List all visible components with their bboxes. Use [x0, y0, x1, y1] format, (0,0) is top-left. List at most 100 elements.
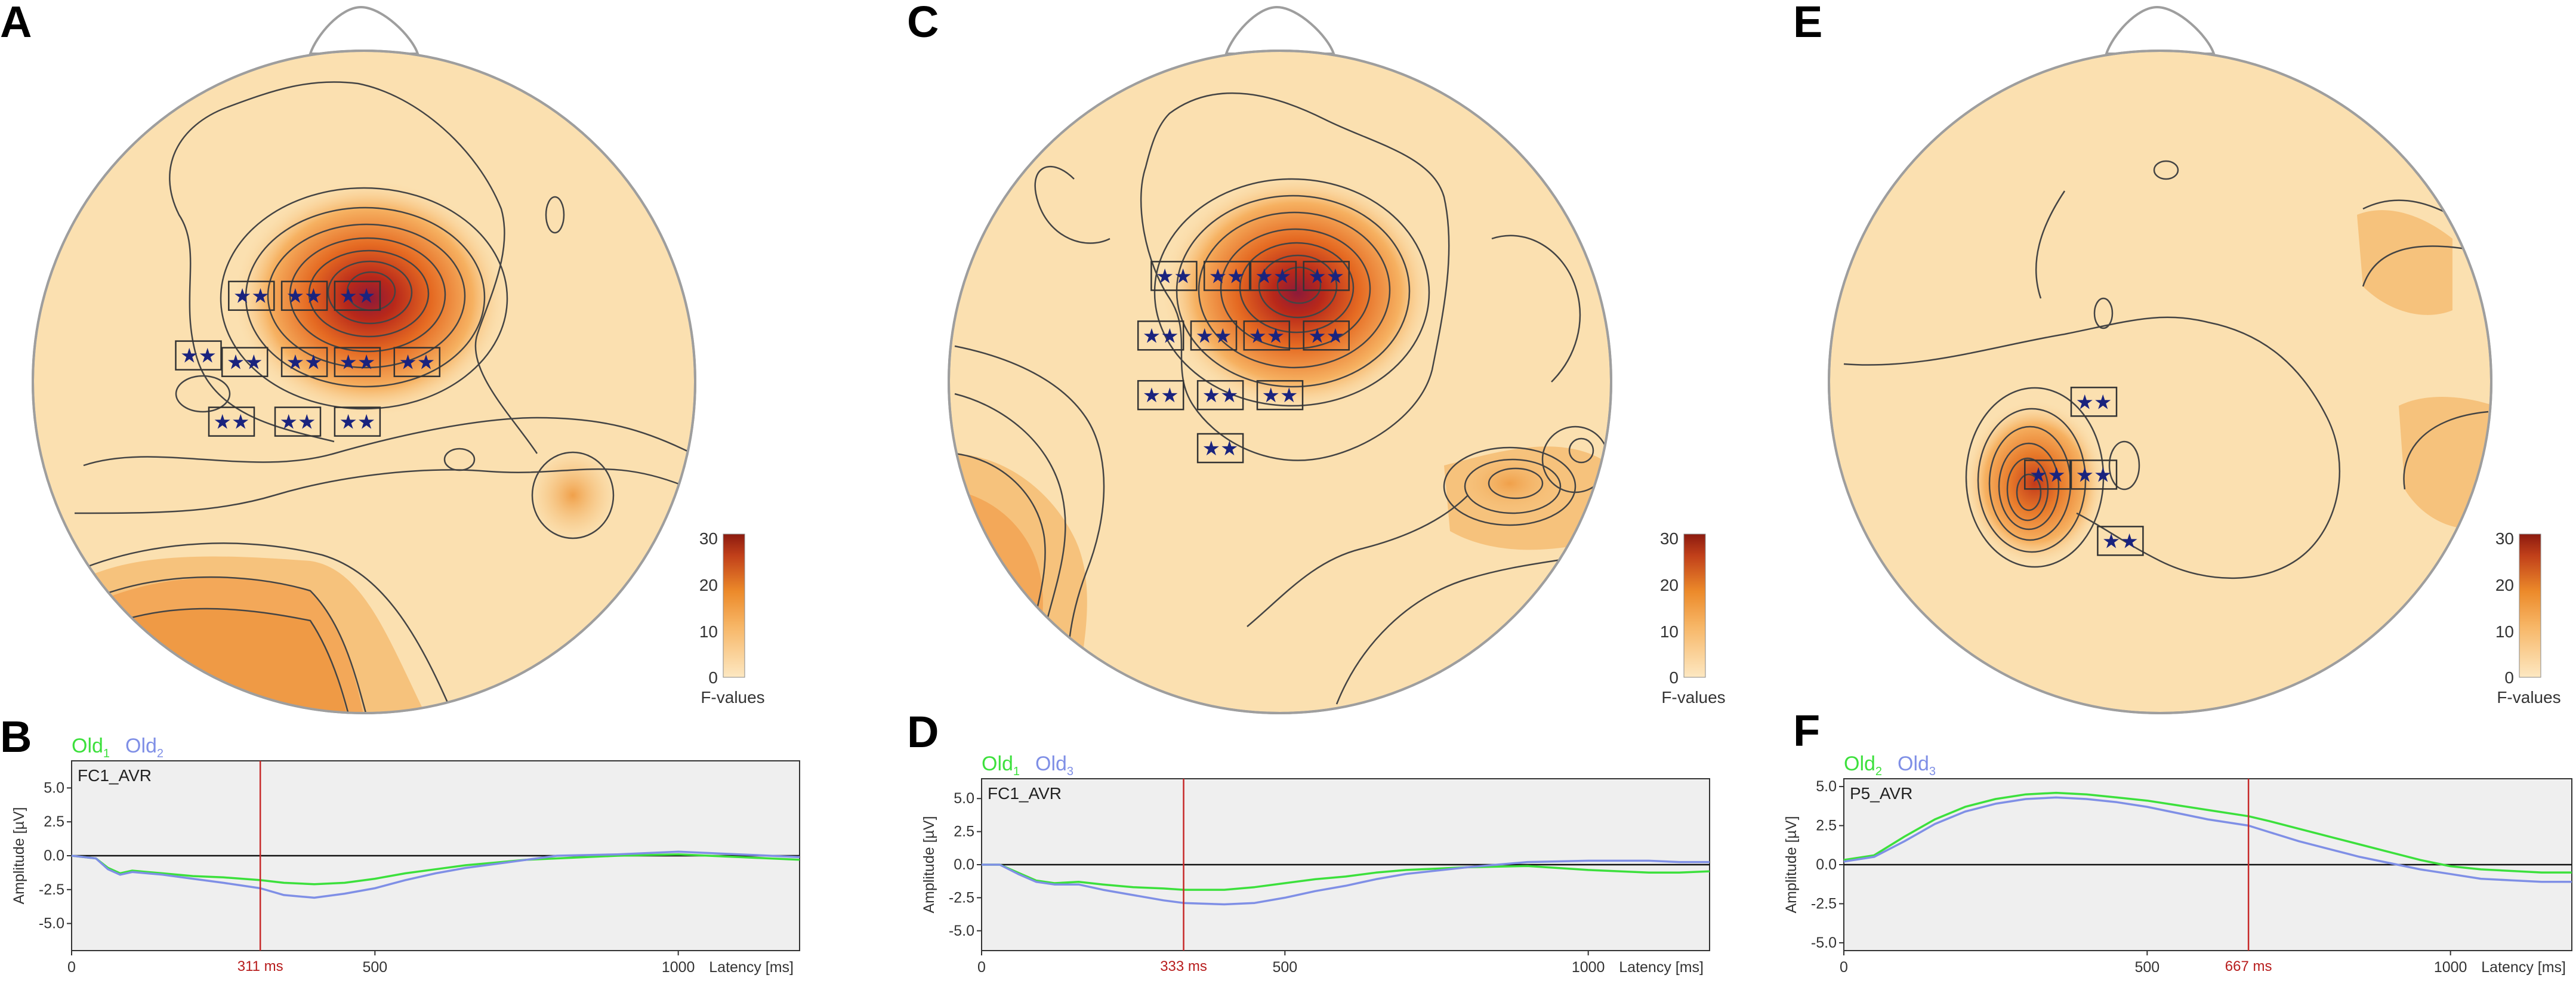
colorbar-scale	[1683, 533, 1706, 678]
y-tick-label: 5.0	[954, 790, 974, 807]
channel-label: P5_AVR	[1850, 784, 1912, 803]
electrode-box	[274, 406, 322, 437]
series-line-old2	[1843, 791, 2572, 874]
y-tick-label: -5.0	[39, 915, 64, 932]
significance-stars: ★★	[2029, 463, 2066, 487]
y-axis-label: Amplitude [µV]	[921, 816, 937, 913]
electrode-box	[393, 347, 441, 377]
significance-stars: ★★	[280, 411, 316, 434]
latency-marker-label: 311 ms	[237, 958, 283, 974]
y-tick-label: -5.0	[1811, 934, 1837, 951]
significance-stars: ★★	[214, 411, 250, 434]
significance-stars: ★★	[1308, 324, 1344, 348]
legend-entry: Old1	[72, 735, 110, 760]
erp-plot-b: 5.0 2.5 0.0 -2.5 -5.0 0 500 1000 Latency [ms] Amp…	[11, 735, 800, 976]
scalp-outline	[948, 50, 1612, 714]
y-tick-label: 2.5	[954, 823, 974, 840]
electrode-box	[2070, 459, 2118, 490]
electrode-box	[175, 340, 222, 371]
significance-stars: ★★	[1196, 324, 1232, 348]
y-axis-label: Amplitude [µV]	[11, 807, 27, 904]
scalp-outline	[1828, 50, 2492, 714]
y-tick-label: -2.5	[949, 889, 974, 906]
series-line-old3	[982, 859, 1710, 906]
colorbar-tick: 30	[2495, 529, 2514, 548]
electrode-box	[334, 347, 381, 377]
hotspot	[1963, 400, 2106, 567]
colorbar-title: F-values	[701, 688, 764, 707]
y-tick-label: 0.0	[44, 847, 64, 864]
colorbar-tick: 20	[2495, 576, 2514, 594]
electrode-box	[1137, 320, 1184, 351]
electrode-box	[1203, 261, 1251, 291]
scalp-disk	[1828, 50, 2492, 714]
electrode-box	[1303, 320, 1350, 351]
contour-lines	[1843, 160, 2489, 579]
y-tick-label: -5.0	[949, 923, 974, 939]
colorbar-tick: 30	[1660, 529, 1679, 548]
significance-stars: ★★	[1248, 324, 1285, 348]
hotspot	[1456, 451, 1563, 516]
hotspot	[1161, 173, 1435, 412]
significance-stars: ★★	[180, 344, 217, 368]
significance-stars: ★★	[1255, 264, 1291, 288]
electrode-box	[1250, 261, 1297, 291]
contour-region	[90, 609, 352, 713]
y-tick-label: 0.0	[1816, 856, 1837, 873]
significance-stars: ★★	[286, 285, 323, 309]
y-tick-label: 2.5	[1816, 818, 1837, 834]
erp-plot-f: 5.0 2.5 0.0 -2.5 -5.00 500 1000 Latency [ms] Amp…	[1783, 752, 2572, 976]
colorbar-title: F-values	[2497, 688, 2560, 707]
x-tick-label: 0	[67, 959, 76, 976]
significance-stars: ★★	[1143, 324, 1179, 348]
significance-stars: ★★	[339, 411, 375, 434]
electrode-box	[228, 280, 275, 311]
significance-stars: ★★	[2076, 390, 2112, 414]
electrode-box	[1137, 380, 1184, 411]
significance-stars: ★★	[1202, 384, 1239, 408]
latency-marker-label: 667 ms	[2225, 958, 2272, 974]
panel-label-d: D	[907, 707, 939, 757]
significance-stars: ★★	[2076, 463, 2112, 487]
colorbar-tick: 0	[1669, 668, 1679, 687]
x-tick-label: 1000	[662, 959, 695, 976]
x-tick-label: 500	[362, 959, 387, 976]
topomap-e: ★★ ★★ ★★ ★★	[1828, 5, 2492, 714]
electrode-box	[334, 406, 381, 437]
significance-stars: ★★	[339, 351, 375, 375]
significance-stars: ★★	[1202, 437, 1239, 461]
colorbar-scale	[2519, 533, 2541, 678]
electrode-box	[1256, 380, 1304, 411]
erp-plot-d: 5.0 2.5 0.0 -2.5 -5.0 0 500 1000 Latency [ms] Amp…	[921, 752, 1710, 976]
panel-label-a: A	[0, 0, 32, 47]
colorbar-tick: 20	[1660, 576, 1679, 594]
colorbar-tick: 20	[699, 576, 718, 594]
electrode-box	[1243, 320, 1291, 351]
electrode-box	[2097, 526, 2144, 556]
scalp-outline	[32, 50, 696, 714]
significance-stars: ★★	[399, 351, 435, 375]
colorbar-a: 30 20 10 0 F-values	[699, 529, 765, 707]
electrode-box	[280, 280, 328, 311]
legend-entry: Old2	[125, 735, 163, 760]
significance-stars: ★★	[1209, 264, 1245, 288]
panel-label-b: B	[0, 712, 32, 761]
electrode-box	[221, 347, 269, 377]
colorbar-tick: 10	[2495, 622, 2514, 641]
electrode-box	[1303, 261, 1350, 291]
significance-stars: ★★	[1156, 264, 1192, 288]
electrode-box	[334, 280, 381, 311]
legend-entry: Old3	[1035, 752, 1073, 778]
series-line-old3	[1843, 796, 2572, 883]
x-tick-label: 1000	[2434, 959, 2467, 976]
x-axis-label: Latency [ms]	[1619, 959, 1704, 976]
contour-region	[2357, 210, 2452, 315]
panel-label-c: C	[907, 0, 939, 47]
hotspot	[233, 179, 507, 418]
significance-stars: ★★	[1262, 384, 1298, 408]
legend-entry: Old2	[1844, 752, 1882, 778]
electrode-marks: ★★ ★★ ★★ ★★ ★★ ★★ ★★ ★★ ★★ ★★ ★★	[175, 280, 441, 437]
significance-stars: ★★	[1143, 384, 1179, 408]
colorbar-tick: 0	[2504, 668, 2514, 687]
colorbar-scale	[723, 533, 745, 678]
